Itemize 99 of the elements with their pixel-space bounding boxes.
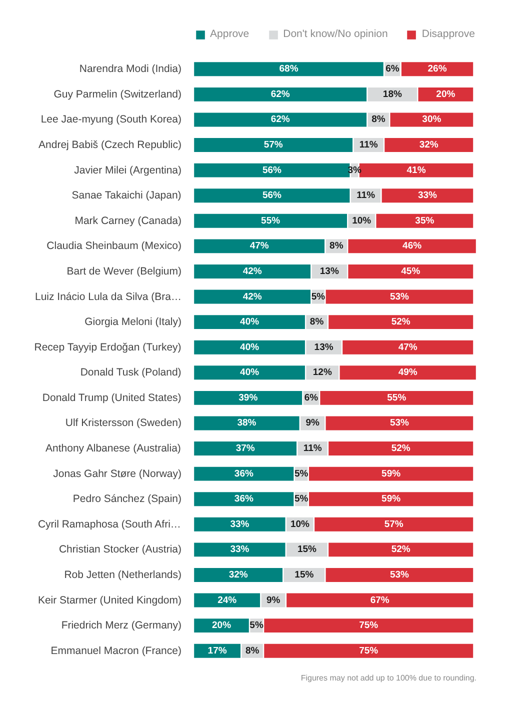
y-tick-label: Anthony Albanese (Australia) (46, 442, 181, 455)
y-tick-label: Christian Stocker (Austria) (58, 544, 182, 556)
y-tick-label: Recep Tayyip Erdoğan (Turkey) (34, 341, 182, 354)
data-label: 42% (242, 291, 262, 302)
data-label: 5% (250, 620, 264, 632)
data-label: 55% (387, 392, 407, 404)
y-tick-label: Lee Jae-myung (South Korea) (40, 114, 182, 126)
data-label: 52% (391, 544, 411, 556)
data-label: 49% (398, 367, 418, 378)
data-label: 11% (356, 190, 376, 202)
data-label: 35% (415, 215, 435, 226)
data-label: 6% (386, 64, 400, 75)
data-label: 30% (422, 114, 442, 126)
data-label: 33% (418, 190, 438, 202)
y-tick-label: Sanae Takaichi (Japan) (72, 190, 182, 202)
data-label: 9% (306, 418, 320, 429)
data-label: 11% (359, 140, 378, 151)
data-label: 32% (419, 140, 439, 151)
data-label: 40% (240, 316, 260, 328)
data-label: 20% (436, 88, 456, 100)
data-label: 20% (212, 620, 232, 632)
data-label: 57% (264, 140, 284, 151)
data-label: 15% (297, 544, 318, 556)
y-tick-label: Friedrich Merz (Germany) (61, 620, 182, 632)
data-label: 40% (240, 367, 260, 378)
data-label: 53% (390, 569, 410, 580)
data-label: 55% (261, 215, 281, 226)
data-label: 32% (228, 569, 248, 580)
y-tick-label: Cyril Ramaphosa (South Afri… (38, 518, 181, 530)
data-label: 46% (402, 240, 422, 252)
data-label: 52% (391, 443, 411, 454)
y-tick-label: Andrej Babiš (Czech Republic) (38, 139, 182, 152)
data-label: 68% (279, 64, 299, 75)
y-tick-label: Giorgia Meloni (Italy) (84, 316, 182, 328)
data-label: 41% (406, 164, 426, 176)
data-label: 62% (270, 88, 290, 100)
data-label: 8% (372, 114, 386, 126)
data-label: 47% (398, 342, 418, 353)
legend-label: Disapprove (422, 28, 475, 40)
y-tick-label: Donald Tusk (Poland) (80, 366, 182, 379)
y-tick-label: Mark Carney (Canada) (74, 214, 182, 227)
data-label: 6% (304, 392, 319, 404)
data-label: 59% (382, 494, 402, 505)
data-label: 9% (266, 594, 281, 606)
y-tick-label: Pedro Sánchez (Spain) (72, 493, 182, 506)
data-label: 24% (218, 594, 238, 606)
data-label: 45% (401, 266, 421, 277)
legend-label: Approve (210, 28, 250, 40)
data-label: 33% (230, 544, 250, 556)
data-label: 26% (428, 64, 448, 75)
data-label: 59% (382, 468, 402, 480)
data-label: 57% (384, 518, 404, 530)
y-tick-label: Keir Starmer (United Kingdom) (38, 594, 182, 606)
data-label: 5% (311, 291, 326, 302)
data-label: 13% (320, 266, 340, 277)
y-tick-label: Ulf Kristersson (Sweden) (65, 417, 182, 430)
data-label: 5% (294, 468, 309, 480)
data-label: 15% (294, 569, 314, 580)
data-label: 37% (236, 443, 256, 454)
y-tick-label: Rob Jetten (Netherlands) (64, 568, 182, 581)
data-label: 36% (234, 468, 254, 480)
y-tick-label: Jonas Gahr Støre (Norway) (53, 468, 182, 480)
data-label: 56% (262, 164, 282, 176)
data-label: 13% (314, 342, 334, 353)
legend-label: Don't know/No opinion (283, 28, 388, 40)
data-label: 53% (390, 291, 410, 302)
data-label: 10% (290, 518, 310, 530)
data-label: 47% (250, 240, 270, 252)
data-label: 42% (242, 266, 262, 277)
data-label: 17% (208, 645, 228, 656)
data-label: 8% (330, 240, 344, 252)
data-label: 33% (230, 518, 250, 530)
data-label: 52% (391, 316, 411, 328)
data-label: 75% (359, 620, 379, 632)
y-tick-label: Emmanuel Macron (France) (50, 644, 182, 657)
data-label: 56% (262, 190, 282, 202)
data-label: 53% (390, 418, 410, 429)
y-tick-label: Donald Trump (United States) (42, 392, 182, 404)
data-label: 75% (359, 645, 379, 656)
y-tick-label: Luiz Inácio Lula da Silva (Bra… (35, 290, 182, 303)
y-tick-label: Guy Parmelin (Switzerland) (54, 88, 182, 100)
data-label: 36% (234, 494, 254, 505)
data-label: 40% (240, 342, 260, 353)
data-label: 67% (370, 594, 390, 606)
data-label: 10% (352, 215, 372, 226)
data-label: 8% (245, 645, 260, 656)
data-label: 62% (270, 114, 290, 126)
data-label: 11% (303, 443, 322, 454)
data-label: 38% (237, 418, 257, 429)
data-label: 5% (294, 494, 309, 505)
data-label: 12% (312, 367, 332, 378)
y-tick-label: Bart de Wever (Belgium) (66, 265, 182, 278)
text: Figures may not add up to 100% due to rounding. (300, 674, 476, 682)
y-tick-label: Claudia Sheinbaum (Mexico) (46, 240, 182, 252)
y-tick-label: Javier Milei (Argentina) (74, 164, 182, 176)
data-label: 8% (310, 316, 324, 328)
y-tick-label: Narendra Modi (India) (79, 63, 182, 76)
data-label: 18% (382, 88, 402, 100)
data-label: 39% (238, 392, 258, 404)
